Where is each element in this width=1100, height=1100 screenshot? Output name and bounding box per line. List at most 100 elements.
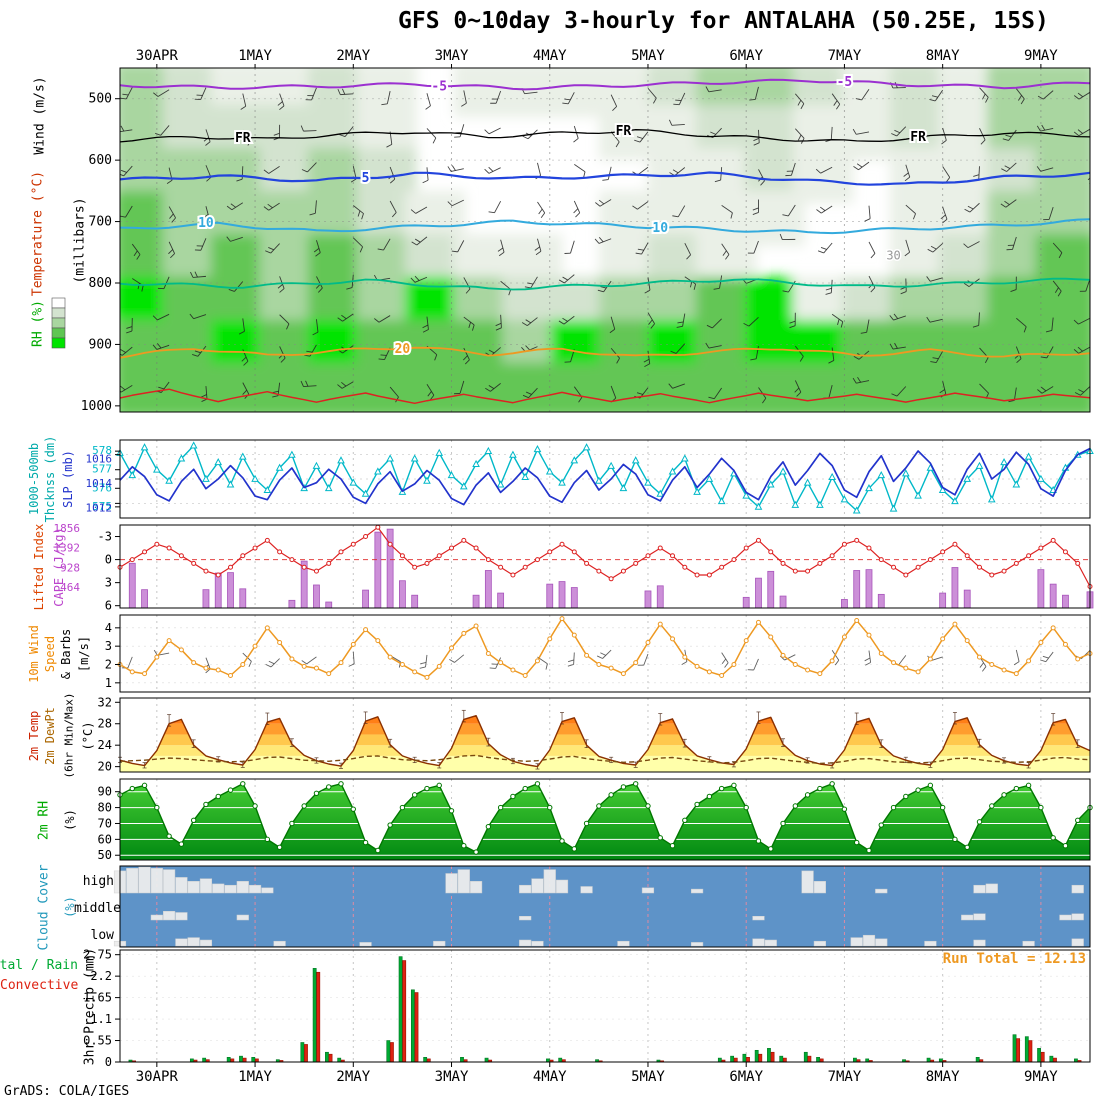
wind-barbs <box>120 82 1090 404</box>
svg-text:9MAY: 9MAY <box>1024 48 1058 64</box>
contour-labels: -5 -5 FR FR FR 5 10 10 20 30 <box>196 73 928 359</box>
panel-upper-air: -5 -5 FR FR FR 5 10 10 20 30 500 600 700 800 900 1000 <box>51 67 1091 414</box>
panel-li-cape: 464 928 1392 1856 -3 0 3 6 <box>54 522 1094 613</box>
svg-text:20: 20 <box>395 342 411 357</box>
svg-text:2MAY: 2MAY <box>336 1069 370 1085</box>
svg-text:1016: 1016 <box>86 453 113 466</box>
li-cape-tick-labels: 464 928 1392 1856 -3 0 3 6 <box>54 522 120 613</box>
run-total-text: Run Total = 12.13 <box>943 951 1086 967</box>
svg-text:20: 20 <box>98 760 112 774</box>
svg-text:3MAY: 3MAY <box>435 48 469 64</box>
svg-text:32: 32 <box>98 695 112 709</box>
svg-text:928: 928 <box>60 561 80 574</box>
svg-text:575: 575 <box>92 500 112 513</box>
svg-text:24: 24 <box>98 738 112 752</box>
svg-text:10: 10 <box>198 216 214 231</box>
svg-text:1856: 1856 <box>54 522 81 535</box>
svg-text:-5: -5 <box>837 75 853 90</box>
svg-text:500: 500 <box>89 92 112 107</box>
svg-text:600: 600 <box>89 153 112 168</box>
svg-text:28: 28 <box>98 717 112 731</box>
svg-text:2.75: 2.75 <box>83 948 112 962</box>
svg-text:1.65: 1.65 <box>83 991 112 1005</box>
wind10m-tick-labels: 1 2 3 4 <box>105 621 120 690</box>
millibars-axis-label: (millibars) <box>72 197 88 284</box>
temp-unit-label: (°C) <box>81 721 95 751</box>
svg-text:50: 50 <box>98 848 112 862</box>
svg-text:8MAY: 8MAY <box>926 48 960 64</box>
svg-text:464: 464 <box>60 581 80 594</box>
svg-text:1014: 1014 <box>86 477 113 490</box>
svg-text:577: 577 <box>92 463 112 476</box>
panel-wind10m: 1 2 3 4 <box>105 614 1093 693</box>
svg-text:5MAY: 5MAY <box>631 48 665 64</box>
cloud-row-high-label: high <box>82 874 114 889</box>
svg-text:FR: FR <box>235 131 251 146</box>
svg-text:FR: FR <box>910 130 926 145</box>
svg-text:30: 30 <box>886 249 900 263</box>
svg-text:60: 60 <box>98 832 112 846</box>
svg-text:1: 1 <box>105 676 112 690</box>
svg-text:800: 800 <box>89 276 112 291</box>
panel-temp-dew: 20 24 28 32 <box>98 695 1091 774</box>
svg-text:6MAY: 6MAY <box>729 1069 763 1085</box>
svg-text:8MAY: 8MAY <box>926 1069 960 1085</box>
svg-text:70: 70 <box>98 816 112 830</box>
svg-text:0: 0 <box>105 553 112 567</box>
rh-shading <box>120 68 1090 412</box>
grads-credit: GrADS: COLA/IGES <box>4 1084 130 1099</box>
precip-total-label: Total / Rain <box>0 958 78 973</box>
panel-precip: 0 0.55 1.1 1.65 2.2 2.75 Run Total = 12.13 <box>83 948 1091 1069</box>
svg-text:FR: FR <box>616 124 632 139</box>
svg-text:7MAY: 7MAY <box>828 1069 862 1085</box>
svg-text:90: 90 <box>98 785 112 799</box>
temp-tick-labels: 20 24 28 32 <box>98 695 120 774</box>
svg-text:578: 578 <box>92 444 112 457</box>
svg-text:1392: 1392 <box>54 542 81 555</box>
svg-text:1MAY: 1MAY <box>238 1069 272 1085</box>
chart-title: GFS 0~10day 3-hourly for ANTALAHA (50.25… <box>398 8 1049 34</box>
precip-axis-label: 3hr Precip (mm) <box>82 947 98 1066</box>
svg-text:30APR: 30APR <box>136 48 179 64</box>
panel-slp-thickness: 578 577 576 575 1016 1014 1012 <box>86 439 1094 519</box>
date-axis: 30APR 30APR 1MAY 1MAY 2MAY 2MAY 3MAY 3MAY 4MAY 4M… <box>136 48 1059 1085</box>
svg-text:2.2: 2.2 <box>90 969 112 983</box>
svg-text:1.1: 1.1 <box>90 1012 112 1026</box>
svg-text:4MAY: 4MAY <box>533 1069 567 1085</box>
svg-text:3: 3 <box>105 639 112 653</box>
svg-text:0.55: 0.55 <box>83 1034 112 1048</box>
svg-text:1MAY: 1MAY <box>238 48 272 64</box>
svg-text:7MAY: 7MAY <box>828 48 862 64</box>
svg-text:3: 3 <box>105 576 112 590</box>
svg-text:-5: -5 <box>431 79 447 94</box>
precip-tick-labels: 0 0.55 1.1 1.65 2.2 2.75 <box>83 948 120 1069</box>
slp-thickness-tick-labels: 578 577 576 575 1016 1014 1012 <box>86 444 120 514</box>
svg-text:2: 2 <box>105 658 112 672</box>
svg-text:0: 0 <box>105 1055 112 1069</box>
svg-text:10: 10 <box>652 221 668 236</box>
rh-axis-label: RH (%) <box>30 300 46 347</box>
svg-text:4MAY: 4MAY <box>533 48 567 64</box>
svg-text:5MAY: 5MAY <box>631 1069 665 1085</box>
svg-text:1000: 1000 <box>81 399 112 414</box>
temperature-contours <box>120 78 1090 405</box>
svg-text:9MAY: 9MAY <box>1024 1069 1058 1085</box>
pressure-tick-labels: 500 600 700 800 900 1000 <box>81 92 120 414</box>
svg-text:900: 900 <box>89 337 112 352</box>
precip-convective-label: Convective <box>0 978 79 993</box>
rh-colorbar <box>51 297 66 349</box>
svg-text:30APR: 30APR <box>136 1069 179 1085</box>
svg-text:80: 80 <box>98 801 112 815</box>
svg-text:3MAY: 3MAY <box>435 1069 469 1085</box>
panel-cloud-cover <box>113 865 1091 948</box>
svg-text:-3: -3 <box>98 530 112 544</box>
svg-text:6MAY: 6MAY <box>729 48 763 64</box>
svg-text:6: 6 <box>105 599 112 613</box>
svg-text:1012: 1012 <box>86 501 113 514</box>
svg-text:700: 700 <box>89 215 112 230</box>
svg-text:2MAY: 2MAY <box>336 48 370 64</box>
